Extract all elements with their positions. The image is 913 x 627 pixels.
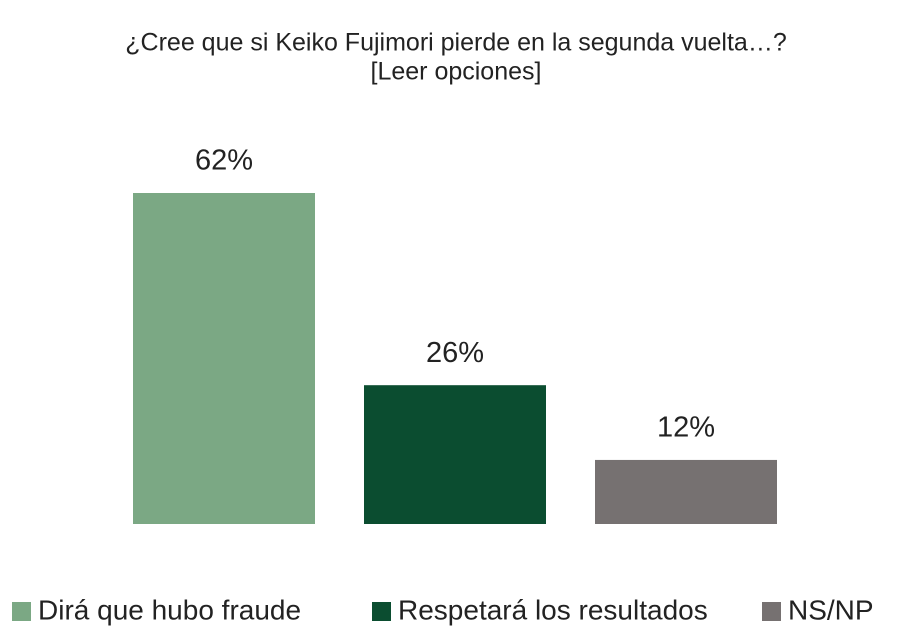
value-label: 62% — [195, 145, 253, 177]
legend-label: Respetará los resultados — [398, 594, 708, 625]
legend-swatch — [12, 602, 31, 621]
bar — [595, 459, 777, 524]
legend-label: NS/NP — [788, 594, 874, 625]
value-label: 12% — [657, 412, 715, 444]
legend-swatch — [372, 602, 391, 621]
value-label: 26% — [426, 337, 484, 369]
chart-subtitle: [Leer opciones] — [371, 58, 542, 86]
bar — [133, 193, 315, 524]
bar — [364, 385, 546, 524]
chart-title: ¿Cree que si Keiko Fujimori pierde en la… — [125, 29, 786, 57]
legend-label: Dirá que hubo fraude — [38, 594, 301, 625]
legend-swatch — [762, 602, 781, 621]
